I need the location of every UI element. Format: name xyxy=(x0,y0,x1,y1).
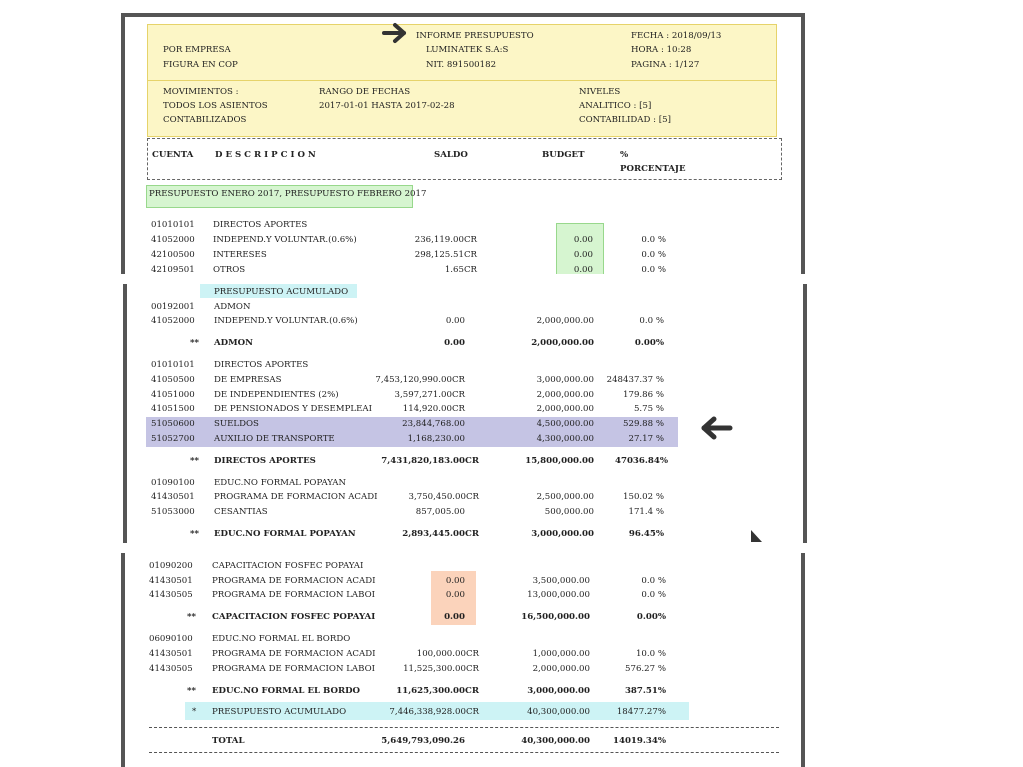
group-cuenta: 01010101 xyxy=(151,220,195,230)
group-cuenta: 06090100 xyxy=(149,634,193,644)
budget-tag-highlight xyxy=(146,185,413,208)
report-time: HORA : 10:28 xyxy=(631,45,692,55)
group-cuenta: 01090100 xyxy=(151,478,195,488)
group-descripcion: CAPACITACION FOSFEC POPAYAI xyxy=(212,561,364,571)
report-date: FECHA : 2018/09/13 xyxy=(631,31,722,41)
acumulado-tag: PRESUPUESTO ACUMULADO xyxy=(214,287,349,297)
group-cuenta: 00192001 xyxy=(151,302,195,312)
rango-label: RANGO DE FECHAS xyxy=(319,87,411,97)
group-descripcion: EDUC.NO FORMAL POPAYAN xyxy=(214,478,347,488)
analitico-value: ANALITICO : [5] xyxy=(579,101,652,111)
report-page-section-3: 01090200 CAPACITACION FOSFEC POPAYAI 414… xyxy=(121,553,805,767)
group-descripcion: EDUC.NO FORMAL EL BORDO xyxy=(212,634,351,644)
col-saldo: SALDO xyxy=(434,150,468,160)
acumulado-row-highlight xyxy=(185,702,689,720)
niveles-label: NIVELES xyxy=(579,87,621,97)
column-header-box xyxy=(147,138,782,180)
contabilidad-value: CONTABILIDAD : [5] xyxy=(579,115,671,125)
col-descripcion: D E S C R I P C I O N xyxy=(215,150,316,160)
company-name: LUMINATEK S.A:S xyxy=(426,45,509,55)
acumulado-tag-highlight xyxy=(200,284,357,298)
col-budget: BUDGET xyxy=(542,150,585,160)
report-page-number: PAGINA : 1/127 xyxy=(631,60,700,70)
mouse-cursor-icon xyxy=(750,529,764,546)
por-empresa-label: POR EMPRESA xyxy=(163,45,231,55)
header-highlight xyxy=(147,24,777,82)
report-title: INFORME PRESUPUESTO xyxy=(416,31,534,41)
filters-highlight xyxy=(147,80,777,137)
col-cuenta: CUENTA xyxy=(152,150,194,160)
company-nit: NIT. 891500182 xyxy=(426,60,497,70)
group-cuenta: 01010101 xyxy=(151,360,195,370)
group-descripcion: DIRECTOS APORTES xyxy=(213,220,308,230)
movimientos-value: TODOS LOS ASIENTOS xyxy=(163,101,268,111)
group-descripcion: ADMON xyxy=(214,302,251,312)
divider xyxy=(149,752,779,753)
arrow-left-icon xyxy=(698,415,734,444)
col-porcentaje: PORCENTAJE xyxy=(620,164,686,174)
rango-value: 2017-01-01 HASTA 2017-02-28 xyxy=(319,101,455,111)
col-pct-symbol: % xyxy=(620,150,629,160)
movimientos-label: MOVIMIENTOS : xyxy=(163,87,239,97)
report-page-section-2: PRESUPUESTO ACUMULADO 00192001 ADMON 410… xyxy=(123,284,807,543)
arrow-right-icon xyxy=(382,22,408,47)
movimientos-value-2: CONTABILIZADOS xyxy=(163,115,247,125)
budget-tag: PRESUPUESTO ENERO 2017, PRESUPUESTO FEBR… xyxy=(149,189,427,199)
group-cuenta: 01090200 xyxy=(149,561,193,571)
figura-label: FIGURA EN COP xyxy=(163,60,238,70)
saldo-zero-highlight xyxy=(431,571,476,625)
budget-zero-highlight xyxy=(556,223,604,274)
highlighted-rows xyxy=(146,417,678,447)
divider xyxy=(149,727,779,728)
group-descripcion: DIRECTOS APORTES xyxy=(214,360,309,370)
report-page-header: INFORME PRESUPUESTO LUMINATEK S.A:S NIT.… xyxy=(121,13,805,274)
